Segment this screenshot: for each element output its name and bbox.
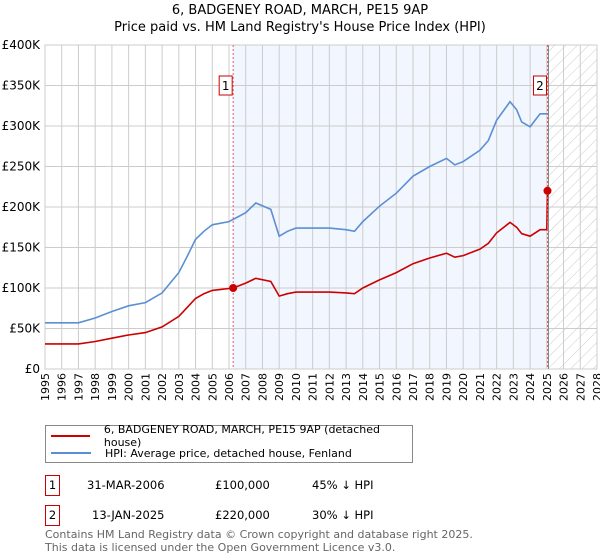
legend-item-property: 6, BADGENEY ROAD, MARCH, PE15 9AP (detac… (46, 423, 412, 449)
x-tick-label: 2013 (340, 373, 353, 401)
y-tick-label: £300K (2, 119, 42, 133)
x-tick-label: 2005 (206, 373, 219, 401)
sale-marker-box (218, 75, 233, 96)
footer-line: This data is licensed under the Open Gov… (45, 541, 396, 554)
chart-title: 6, BADGENEY ROAD, MARCH, PE15 9AP (171, 3, 429, 18)
x-tick-label: 2008 (256, 373, 269, 401)
sale-price: £220,000 (215, 508, 270, 522)
x-tick-label: 2009 (273, 373, 286, 401)
x-tick-label: 1999 (106, 373, 119, 401)
sale-date: 31-MAR-2006 (87, 478, 165, 492)
price-chart: 1995 1996 1997 1998 1999 2000 2001 2002 2003 2004… (2, 38, 600, 401)
sale-hpi: 30% ↓ HPI (312, 508, 374, 522)
x-tick-label: 2027 (574, 373, 587, 401)
sale-date: 13-JAN-2025 (92, 508, 165, 522)
x-tick-label: 2012 (323, 373, 336, 401)
x-tick-label: 1996 (56, 373, 69, 401)
legend-label: 6, BADGENEY ROAD, MARCH, PE15 9AP (detac… (103, 423, 381, 449)
x-tick-label: 2022 (491, 373, 504, 401)
sale-hpi: 45% ↓ HPI (312, 478, 374, 492)
legend-item-hpi: HPI: Average price, detached house, Fenl… (46, 445, 352, 461)
x-tick-label: 2004 (190, 373, 203, 401)
x-tick-label: 1995 (39, 373, 52, 401)
sale-marker-label: 1 (222, 79, 230, 93)
y-tick-label: £200K (2, 200, 42, 214)
plot-border (44, 44, 598, 370)
sale-marker-box (532, 75, 547, 96)
footer-line: Contains HM Land Registry data © Crown c… (45, 528, 473, 541)
sale-price: £100,000 (215, 478, 270, 492)
y-tick-label: £150K (2, 241, 42, 255)
x-tick-label: 2001 (139, 373, 152, 401)
x-tick-label: 2021 (474, 373, 487, 401)
footer: Contains HM Land Registry data © Crown c… (45, 528, 473, 554)
sale-point (543, 186, 552, 195)
x-tick-label: 2016 (390, 373, 403, 401)
x-tick-label: 2014 (357, 373, 370, 401)
y-tick-label: £50K (9, 322, 41, 336)
x-tick-label: 2017 (407, 373, 420, 401)
y-tick-label: £100K (2, 281, 42, 295)
sale-row-1: 1 31-MAR-2006 £100,000 45% ↓ HPI (45, 475, 445, 496)
x-tick-label: 2006 (223, 373, 236, 401)
legend-swatch-blue (51, 452, 91, 454)
sale-marker: 1 (45, 475, 60, 496)
x-tick-label: 2024 (524, 373, 537, 401)
x-tick-label: 2028 (591, 373, 600, 401)
x-tick-label: 1998 (89, 373, 102, 401)
x-tick-label: 2002 (156, 373, 169, 401)
sale-point (229, 284, 238, 292)
price-paid-line (45, 190, 549, 345)
x-tick-label: 2023 (507, 373, 520, 401)
x-tick-label: 2015 (374, 373, 387, 401)
x-tick-label: 2020 (457, 373, 470, 401)
x-tick-label: 2000 (123, 373, 136, 401)
x-tick-label: 2003 (173, 373, 186, 401)
x-tick-label: 1997 (72, 373, 85, 401)
x-tick-label: 2007 (240, 373, 253, 401)
x-tick-label: 2010 (290, 373, 303, 401)
legend-swatch-red (51, 435, 90, 437)
y-tick-label: £0 (25, 362, 40, 376)
legend-label: HPI: Average price, detached house, Fenl… (105, 446, 352, 460)
sale-row-2: 2 13-JAN-2025 £220,000 30% ↓ HPI (45, 505, 445, 526)
hpi-line (45, 100, 548, 324)
x-tick-label: 2011 (307, 373, 320, 401)
y-tick-label: £250K (2, 160, 42, 174)
x-tick-label: 2026 (558, 373, 571, 401)
sale-marker-label: 2 (536, 79, 544, 93)
x-tick-label: 2019 (440, 373, 453, 401)
y-tick-label: £350K (2, 79, 42, 93)
legend: 6, BADGENEY ROAD, MARCH, PE15 9AP (detac… (45, 423, 413, 463)
sale-marker: 2 (45, 505, 60, 526)
x-tick-label: 2018 (424, 373, 437, 401)
chart-subtitle: Price paid vs. HM Land Registry's House … (114, 20, 486, 35)
y-tick-label: £400K (2, 38, 42, 52)
x-tick-label: 2025 (541, 373, 554, 401)
